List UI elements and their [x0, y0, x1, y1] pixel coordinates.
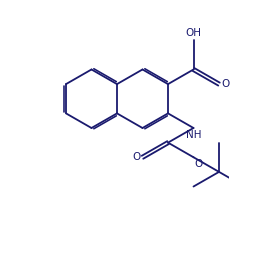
- Text: NH: NH: [186, 130, 201, 140]
- Text: OH: OH: [185, 28, 201, 38]
- Text: O: O: [132, 152, 140, 162]
- Text: O: O: [195, 159, 203, 169]
- Text: O: O: [221, 79, 229, 89]
